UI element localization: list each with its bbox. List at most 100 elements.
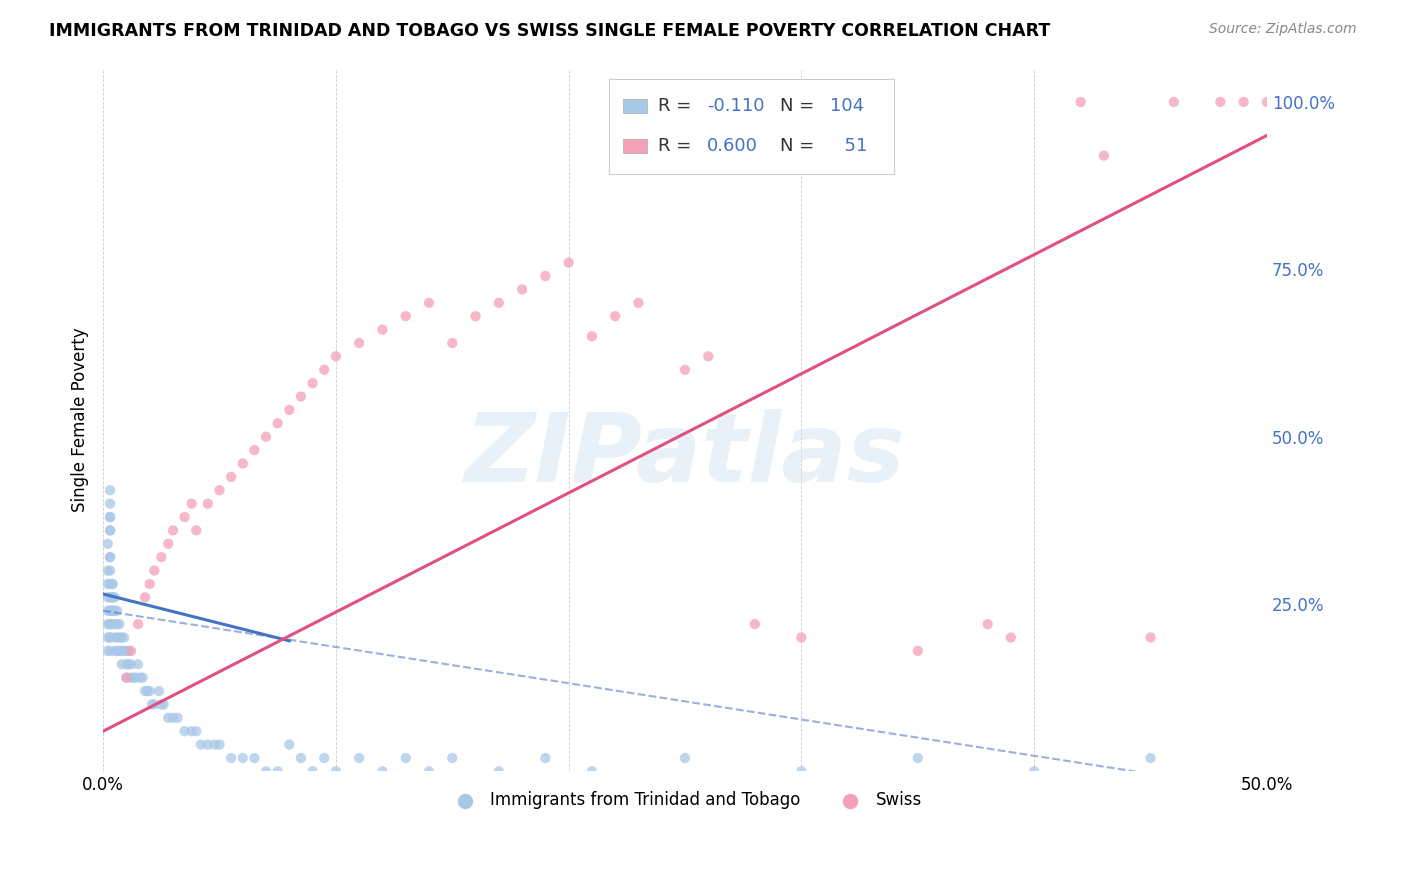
Point bbox=[180, 724, 202, 739]
Point bbox=[111, 657, 134, 672]
Point bbox=[208, 483, 231, 498]
Point bbox=[98, 617, 121, 632]
Point bbox=[1092, 148, 1115, 162]
Point bbox=[98, 483, 121, 498]
Point bbox=[166, 711, 188, 725]
Point bbox=[98, 604, 121, 618]
Point bbox=[97, 617, 120, 632]
Point bbox=[1256, 95, 1278, 109]
Point bbox=[267, 764, 290, 779]
Point bbox=[290, 390, 312, 404]
Point bbox=[138, 577, 160, 591]
Point bbox=[347, 751, 370, 765]
Text: IMMIGRANTS FROM TRINIDAD AND TOBAGO VS SWISS SINGLE FEMALE POVERTY CORRELATION C: IMMIGRANTS FROM TRINIDAD AND TOBAGO VS S… bbox=[49, 22, 1050, 40]
Point bbox=[162, 711, 184, 725]
Point bbox=[581, 329, 603, 343]
Text: 0.600: 0.600 bbox=[707, 136, 758, 155]
Text: ZIPatlas: ZIPatlas bbox=[465, 409, 905, 501]
Point bbox=[101, 577, 124, 591]
Point bbox=[790, 764, 813, 779]
Point bbox=[1163, 95, 1185, 109]
FancyBboxPatch shape bbox=[623, 99, 647, 112]
Point bbox=[143, 564, 166, 578]
Point bbox=[190, 738, 212, 752]
Point bbox=[673, 363, 696, 377]
Point bbox=[1139, 631, 1161, 645]
Point bbox=[115, 671, 138, 685]
Point bbox=[301, 764, 323, 779]
Point bbox=[143, 698, 166, 712]
Point bbox=[197, 738, 219, 752]
Point bbox=[697, 350, 720, 364]
Point bbox=[534, 268, 557, 283]
Point bbox=[104, 644, 127, 658]
Point bbox=[98, 617, 121, 632]
Point bbox=[464, 309, 486, 323]
Text: 51: 51 bbox=[832, 136, 868, 155]
Point bbox=[371, 764, 394, 779]
Point bbox=[1000, 631, 1022, 645]
Point bbox=[98, 564, 121, 578]
Point bbox=[744, 617, 766, 632]
Point bbox=[162, 524, 184, 538]
Point bbox=[120, 644, 142, 658]
Point bbox=[98, 524, 121, 538]
Point bbox=[98, 524, 121, 538]
Point bbox=[115, 644, 138, 658]
Point bbox=[976, 617, 998, 632]
Point bbox=[157, 537, 180, 551]
Point bbox=[97, 537, 120, 551]
Point bbox=[122, 671, 145, 685]
Point bbox=[108, 644, 131, 658]
Point bbox=[104, 604, 127, 618]
Point bbox=[136, 684, 159, 698]
Point bbox=[204, 738, 226, 752]
Point bbox=[534, 751, 557, 765]
Point bbox=[134, 684, 156, 698]
Text: R =: R = bbox=[658, 136, 697, 155]
FancyBboxPatch shape bbox=[609, 79, 894, 174]
Text: R =: R = bbox=[658, 96, 697, 115]
Point bbox=[118, 657, 141, 672]
Point bbox=[120, 657, 142, 672]
Point bbox=[125, 671, 148, 685]
Point bbox=[301, 376, 323, 391]
Point bbox=[98, 631, 121, 645]
Point bbox=[115, 657, 138, 672]
Point bbox=[290, 751, 312, 765]
Point bbox=[488, 764, 510, 779]
Point bbox=[152, 698, 174, 712]
Point bbox=[173, 510, 195, 524]
Text: N =: N = bbox=[780, 136, 821, 155]
Point bbox=[208, 738, 231, 752]
Text: N =: N = bbox=[780, 96, 821, 115]
Text: Source: ZipAtlas.com: Source: ZipAtlas.com bbox=[1209, 22, 1357, 37]
Point bbox=[186, 524, 208, 538]
Point bbox=[104, 631, 127, 645]
Point bbox=[267, 417, 290, 431]
Point bbox=[98, 510, 121, 524]
Point bbox=[105, 604, 128, 618]
Point bbox=[98, 497, 121, 511]
Point bbox=[278, 738, 301, 752]
Point bbox=[150, 698, 173, 712]
Point bbox=[254, 764, 277, 779]
Point bbox=[101, 591, 124, 605]
Point bbox=[441, 751, 464, 765]
Point bbox=[134, 591, 156, 605]
Point bbox=[97, 644, 120, 658]
Point bbox=[673, 751, 696, 765]
Point bbox=[98, 644, 121, 658]
Point bbox=[97, 564, 120, 578]
Point bbox=[108, 617, 131, 632]
Point bbox=[101, 617, 124, 632]
Point bbox=[138, 684, 160, 698]
Point bbox=[129, 671, 152, 685]
Point bbox=[441, 335, 464, 350]
Point bbox=[1024, 764, 1046, 779]
Point bbox=[1233, 95, 1256, 109]
Point bbox=[101, 591, 124, 605]
Point bbox=[97, 577, 120, 591]
Point bbox=[98, 550, 121, 565]
Point bbox=[395, 309, 418, 323]
